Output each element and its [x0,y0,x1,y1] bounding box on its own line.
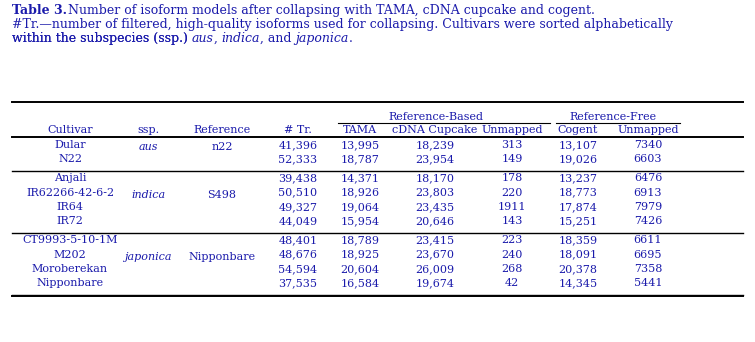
Text: 19,064: 19,064 [341,202,380,212]
Text: Moroberekan: Moroberekan [32,264,108,274]
Text: 19,674: 19,674 [415,278,455,289]
Text: indica: indica [222,32,260,45]
Text: ssp.: ssp. [137,125,159,135]
Text: 18,170: 18,170 [415,173,455,183]
Text: 23,435: 23,435 [415,202,455,212]
Text: 17,874: 17,874 [559,202,597,212]
Text: Reference: Reference [193,125,251,135]
Text: 23,415: 23,415 [415,235,455,245]
Text: 44,049: 44,049 [279,216,318,226]
Text: 14,371: 14,371 [341,173,380,183]
Text: 23,803: 23,803 [415,187,455,197]
Text: 13,237: 13,237 [559,173,597,183]
Text: 6913: 6913 [633,187,662,197]
Text: IR62266-42-6-2: IR62266-42-6-2 [26,187,114,197]
Text: S498: S498 [208,190,236,200]
Text: 39,438: 39,438 [279,173,318,183]
Text: N22: N22 [58,155,82,165]
Text: n22: n22 [211,142,233,152]
Text: 13,995: 13,995 [341,140,380,150]
Text: 18,773: 18,773 [559,187,597,197]
Text: 268: 268 [501,264,522,274]
Text: 20,604: 20,604 [341,264,380,274]
Text: 149: 149 [501,155,522,165]
Text: japonica: japonica [125,252,171,262]
Text: 18,239: 18,239 [415,140,455,150]
Text: 48,401: 48,401 [279,235,318,245]
Text: Reference-Based: Reference-Based [389,112,483,122]
Text: 6695: 6695 [633,250,662,260]
Text: 41,396: 41,396 [279,140,318,150]
Text: #Tr.—number of filtered, high-quality isoforms used for collapsing. Cultivars we: #Tr.—number of filtered, high-quality is… [12,18,673,31]
Text: 37,535: 37,535 [279,278,318,289]
Text: 15,954: 15,954 [341,216,380,226]
Text: 23,954: 23,954 [415,155,455,165]
Text: 313: 313 [501,140,522,150]
Text: IR72: IR72 [57,216,84,226]
Text: 18,925: 18,925 [341,250,380,260]
Text: 6603: 6603 [633,155,662,165]
Text: 18,091: 18,091 [559,250,597,260]
Text: 178: 178 [501,173,522,183]
Text: CT9993-5-10-1M: CT9993-5-10-1M [22,235,118,245]
Text: 50,510: 50,510 [279,187,318,197]
Text: 20,378: 20,378 [559,264,597,274]
Text: 23,670: 23,670 [415,250,455,260]
Text: Unmapped: Unmapped [618,125,679,135]
Text: Dular: Dular [54,140,86,150]
Text: 7340: 7340 [633,140,662,150]
Text: 6611: 6611 [633,235,662,245]
Text: 18,787: 18,787 [341,155,380,165]
Text: 18,926: 18,926 [341,187,380,197]
Text: 48,676: 48,676 [279,250,318,260]
Text: 7426: 7426 [633,216,662,226]
Text: 6476: 6476 [633,173,662,183]
Text: 143: 143 [501,216,522,226]
Text: aus: aus [138,142,158,152]
Text: Reference-Free: Reference-Free [569,112,657,122]
Text: 220: 220 [501,187,522,197]
Text: 240: 240 [501,250,522,260]
Text: 1911: 1911 [498,202,526,212]
Text: Table 3.: Table 3. [12,4,67,17]
Text: Cultivar: Cultivar [47,125,93,135]
Text: 18,359: 18,359 [559,235,597,245]
Text: 16,584: 16,584 [341,278,380,289]
Text: 20,646: 20,646 [415,216,455,226]
Text: 7979: 7979 [634,202,662,212]
Text: Anjali: Anjali [54,173,86,183]
Text: ,: , [214,32,222,45]
Text: Nipponbare: Nipponbare [189,252,255,262]
Text: Cogent: Cogent [558,125,598,135]
Text: 14,345: 14,345 [559,278,597,289]
Text: cDNA Cupcake: cDNA Cupcake [393,125,478,135]
Text: 52,333: 52,333 [279,155,318,165]
Text: .: . [349,32,353,45]
Text: Number of isoform models after collapsing with TAMA, cDNA cupcake and cogent.: Number of isoform models after collapsin… [60,4,595,17]
Text: within the subspecies (ssp.): within the subspecies (ssp.) [12,32,192,45]
Text: 13,107: 13,107 [559,140,597,150]
Text: indica: indica [131,190,165,200]
Text: 42: 42 [505,278,519,289]
Text: IR64: IR64 [57,202,84,212]
Text: within the subspecies (ssp.): within the subspecies (ssp.) [12,32,192,45]
Text: TAMA: TAMA [343,125,377,135]
Text: 26,009: 26,009 [415,264,455,274]
Text: 223: 223 [501,235,522,245]
Text: 49,327: 49,327 [279,202,318,212]
Text: 7358: 7358 [633,264,662,274]
Text: 18,789: 18,789 [341,235,380,245]
Text: 5441: 5441 [633,278,662,289]
Text: Unmapped: Unmapped [481,125,543,135]
Text: M202: M202 [54,250,86,260]
Text: , and: , and [260,32,296,45]
Text: Nipponbare: Nipponbare [36,278,103,289]
Text: 15,251: 15,251 [559,216,597,226]
Text: aus: aus [192,32,214,45]
Text: 19,026: 19,026 [559,155,597,165]
Text: 54,594: 54,594 [279,264,318,274]
Text: # Tr.: # Tr. [284,125,312,135]
Text: japonica: japonica [296,32,349,45]
